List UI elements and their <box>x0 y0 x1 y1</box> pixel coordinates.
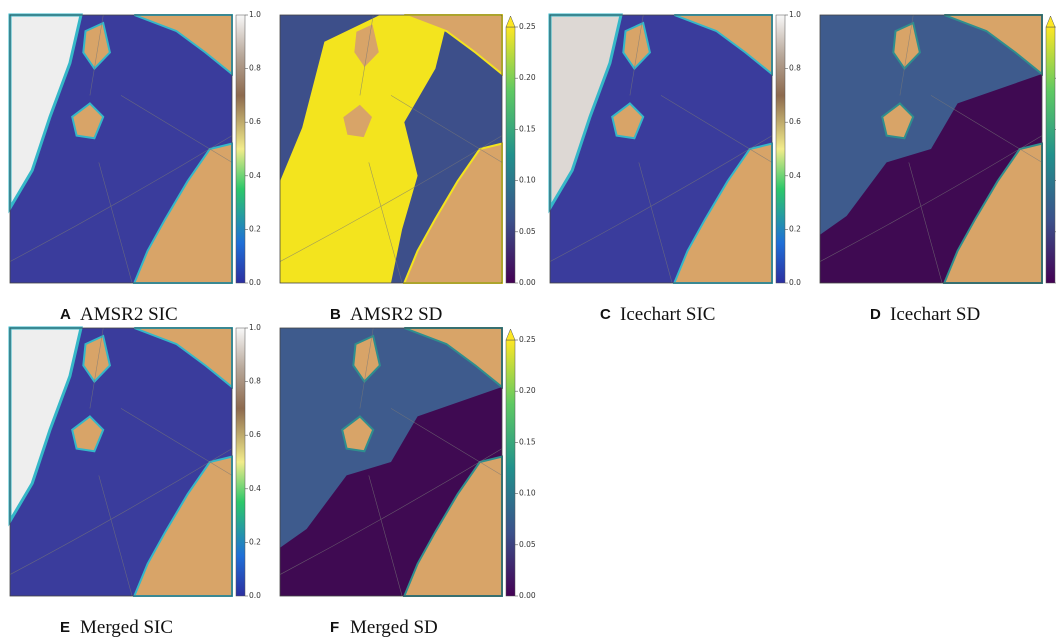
panel-letter: C <box>600 306 611 323</box>
colorbar-tick-label: 0.15 <box>519 437 536 446</box>
colorbar <box>1046 27 1055 283</box>
colorbar-tick-label: 0.25 <box>519 335 536 344</box>
colorbar-extend <box>1046 16 1055 27</box>
colorbar-tick-label: 0.0 <box>249 591 261 600</box>
panel-letter: B <box>330 306 341 323</box>
colorbar-tick-label: 0.4 <box>249 484 261 493</box>
colorbar-tick-label: 0.2 <box>249 537 261 546</box>
colorbar-tick-label: 0.4 <box>249 171 261 180</box>
colorbar-tick-label: 0.05 <box>519 540 536 549</box>
panel: 0.0 0.2 0.4 0.6 0.8 1.0 C Icechart SIC <box>550 10 801 325</box>
colorbar-tick-label: 0.25 <box>519 22 536 31</box>
panel-title: AMSR2 SIC <box>80 304 178 325</box>
colorbar-extend <box>506 16 515 27</box>
panel: 0.000.050.100.150.200.25DIcechart SD <box>820 15 1056 325</box>
panel: 0.0 0.2 0.4 0.6 0.8 1.0 A AMSR2 SIC <box>10 10 261 325</box>
colorbar <box>236 15 245 283</box>
panel: 0.0 0.2 0.4 0.6 0.8 1.0 E Merged SIC <box>10 323 261 638</box>
colorbar-tick-label: 0.00 <box>519 591 536 600</box>
colorbar-tick-label: 0.6 <box>789 117 801 126</box>
colorbar-tick-label: 0.20 <box>519 73 536 82</box>
colorbar-tick-label: 0.2 <box>249 224 261 233</box>
colorbar-tick-label: 1.0 <box>249 10 261 19</box>
panel-title: Icechart SIC <box>620 304 715 325</box>
colorbar-tick-label: 0.00 <box>519 278 536 287</box>
colorbar-tick-label: 0.15 <box>519 124 536 133</box>
panel-title: Merged SD <box>350 617 438 638</box>
colorbar <box>506 27 515 283</box>
colorbar-tick-label: 0.8 <box>249 64 261 73</box>
panel: 0.00 0.05 0.10 0.15 0.20 0.25 B AMSR2 SD <box>280 15 536 325</box>
colorbar-tick-label: 0.10 <box>519 176 536 185</box>
figure: 0.0 0.2 0.4 0.6 0.8 1.0 A AMSR2 SIC 0.00 0.05 0.10… <box>0 0 1056 639</box>
panel-letter: E <box>60 619 70 636</box>
colorbar-tick-label: 0.4 <box>789 171 801 180</box>
colorbar-tick-label: 1.0 <box>249 323 261 332</box>
colorbar-tick-label: 1.0 <box>789 10 801 19</box>
colorbar-tick-label: 0.0 <box>789 278 801 287</box>
colorbar-tick-label: 0.6 <box>249 430 261 439</box>
colorbar <box>236 328 245 596</box>
colorbar-tick-label: 0.20 <box>519 386 536 395</box>
colorbar-tick-label: 0.2 <box>789 224 801 233</box>
colorbar-tick-label: 0.05 <box>519 227 536 236</box>
colorbar-extend <box>506 329 515 340</box>
panel-title: AMSR2 SD <box>350 304 442 325</box>
colorbar-tick-label: 0.6 <box>249 117 261 126</box>
colorbar-tick-label: 0.8 <box>789 64 801 73</box>
panel: 0.00 0.05 0.10 0.15 0.20 0.25 F Merged SD <box>280 328 536 638</box>
panel-letter: F <box>330 619 339 636</box>
panel-title: Icechart SD <box>890 304 980 325</box>
colorbar-tick-label: 0.8 <box>249 377 261 386</box>
colorbar-tick-label: 0.0 <box>249 278 261 287</box>
panel-title: Merged SIC <box>80 617 173 638</box>
page: {"panels": [ {"letter": "A", "title": "A… <box>0 0 1056 639</box>
colorbar <box>506 340 515 596</box>
colorbar <box>776 15 785 283</box>
panel-letter: D <box>870 306 881 323</box>
colorbar-tick-label: 0.10 <box>519 489 536 498</box>
panel-letter: A <box>60 306 71 323</box>
